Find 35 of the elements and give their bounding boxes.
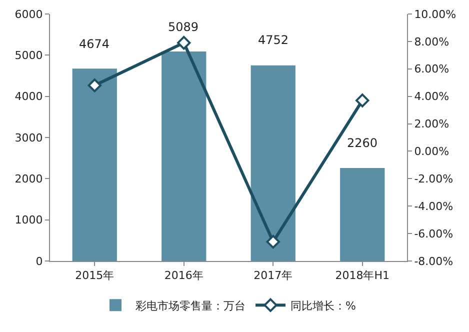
y2-tick-label: -2.00%	[414, 172, 454, 186]
y2-tick-label: 4.00%	[414, 90, 450, 104]
y2-tick-label: -8.00%	[414, 254, 454, 268]
legend-label: 彩电市场零售量：万台	[136, 299, 246, 312]
y-tick-label: 1000	[14, 214, 43, 227]
y2-tick-label: -6.00%	[414, 227, 454, 240]
point	[356, 94, 370, 108]
y-tick-label: 5000	[14, 49, 43, 62]
y-tick-label: 3000	[14, 131, 43, 144]
y2-tick-label: 6.00%	[414, 62, 450, 76]
y2-tick-label: -4.00%	[414, 200, 454, 213]
bar	[250, 65, 296, 261]
y2-tick-label: 2.00%	[414, 118, 450, 131]
data-label: 5089	[168, 20, 199, 34]
y-tick-label: 0	[36, 254, 43, 268]
y-tick-label: 2000	[14, 172, 43, 186]
point	[266, 234, 280, 249]
legend-label: 同比增长：%	[290, 299, 356, 312]
y2-tick-label: 10.00%	[414, 8, 456, 21]
point	[88, 78, 102, 92]
x-tick-label: 2018年H1	[335, 269, 390, 282]
bar	[340, 168, 385, 261]
data-label: 4674	[79, 37, 110, 51]
data-label: 4752	[258, 33, 289, 47]
y2-tick-label: 0.00%	[414, 145, 450, 158]
x-tick-label: 2017年	[254, 269, 293, 282]
data-label: 2260	[347, 136, 378, 150]
point	[177, 36, 191, 50]
y-tick-label: 6000	[14, 8, 43, 21]
y-tick-label: 4000	[14, 90, 43, 104]
bar	[72, 68, 117, 261]
x-tick-label: 2015年	[75, 269, 114, 282]
x-tick-label: 2016年	[164, 269, 204, 282]
bar	[162, 52, 206, 261]
y2-tick-label: 8.00%	[414, 35, 450, 48]
